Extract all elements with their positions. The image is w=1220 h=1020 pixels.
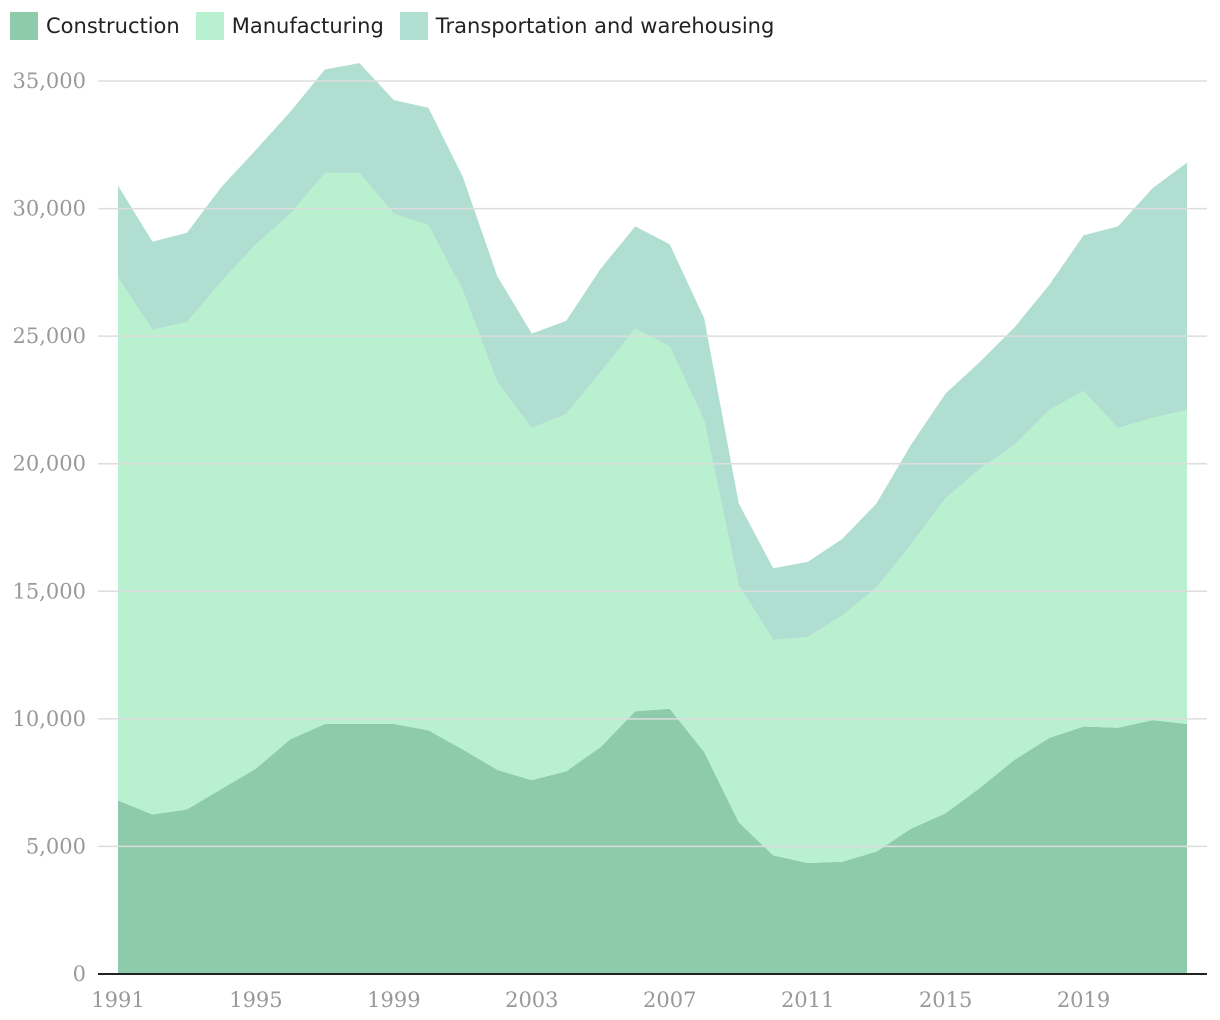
x-tick-label: 2011	[781, 988, 834, 1012]
legend-item-construction[interactable]: Construction	[10, 12, 180, 40]
x-tick-label: 2019	[1057, 988, 1110, 1012]
legend-label-manufacturing: Manufacturing	[231, 14, 384, 38]
area-construction[interactable]	[118, 708, 1187, 974]
legend-label-construction: Construction	[46, 14, 180, 38]
legend-swatch-manufacturing	[195, 12, 224, 40]
x-tick-label: 2007	[643, 988, 696, 1012]
y-tick-label: 35,000	[13, 69, 86, 93]
y-tick-label: 25,000	[13, 324, 86, 348]
legend-item-manufacturing[interactable]: Manufacturing	[195, 12, 384, 40]
y-tick-label: 30,000	[13, 197, 86, 221]
y-tick-label: 20,000	[13, 452, 86, 476]
x-tick-label: 2015	[919, 988, 972, 1012]
x-tick-label: 1999	[367, 988, 420, 1012]
legend-swatch-transportation	[399, 12, 428, 40]
y-tick-label: 15,000	[13, 579, 86, 603]
area-transportation-and-warehousing[interactable]	[118, 63, 1187, 640]
chart-legend: Construction Manufacturing Transportatio…	[10, 12, 790, 40]
y-tick-label: 0	[73, 962, 86, 986]
axes: 0 5,000 10,000 15,000 20,000 25,000 30,000 35,0…	[13, 69, 1207, 1012]
y-tick-label: 10,000	[13, 707, 86, 731]
y-tick-label: 5,000	[26, 834, 86, 858]
x-tick-label: 1995	[229, 988, 282, 1012]
legend-item-transportation[interactable]: Transportation and warehousing	[399, 12, 775, 40]
x-tick-label: 2003	[505, 988, 558, 1012]
legend-swatch-construction	[10, 12, 38, 40]
legend-label-transportation: Transportation and warehousing	[435, 14, 775, 38]
gridlines	[98, 80, 1207, 848]
x-tick-label: 1991	[91, 988, 144, 1012]
area-series-group	[118, 63, 1187, 974]
area-manufacturing[interactable]	[118, 172, 1187, 863]
